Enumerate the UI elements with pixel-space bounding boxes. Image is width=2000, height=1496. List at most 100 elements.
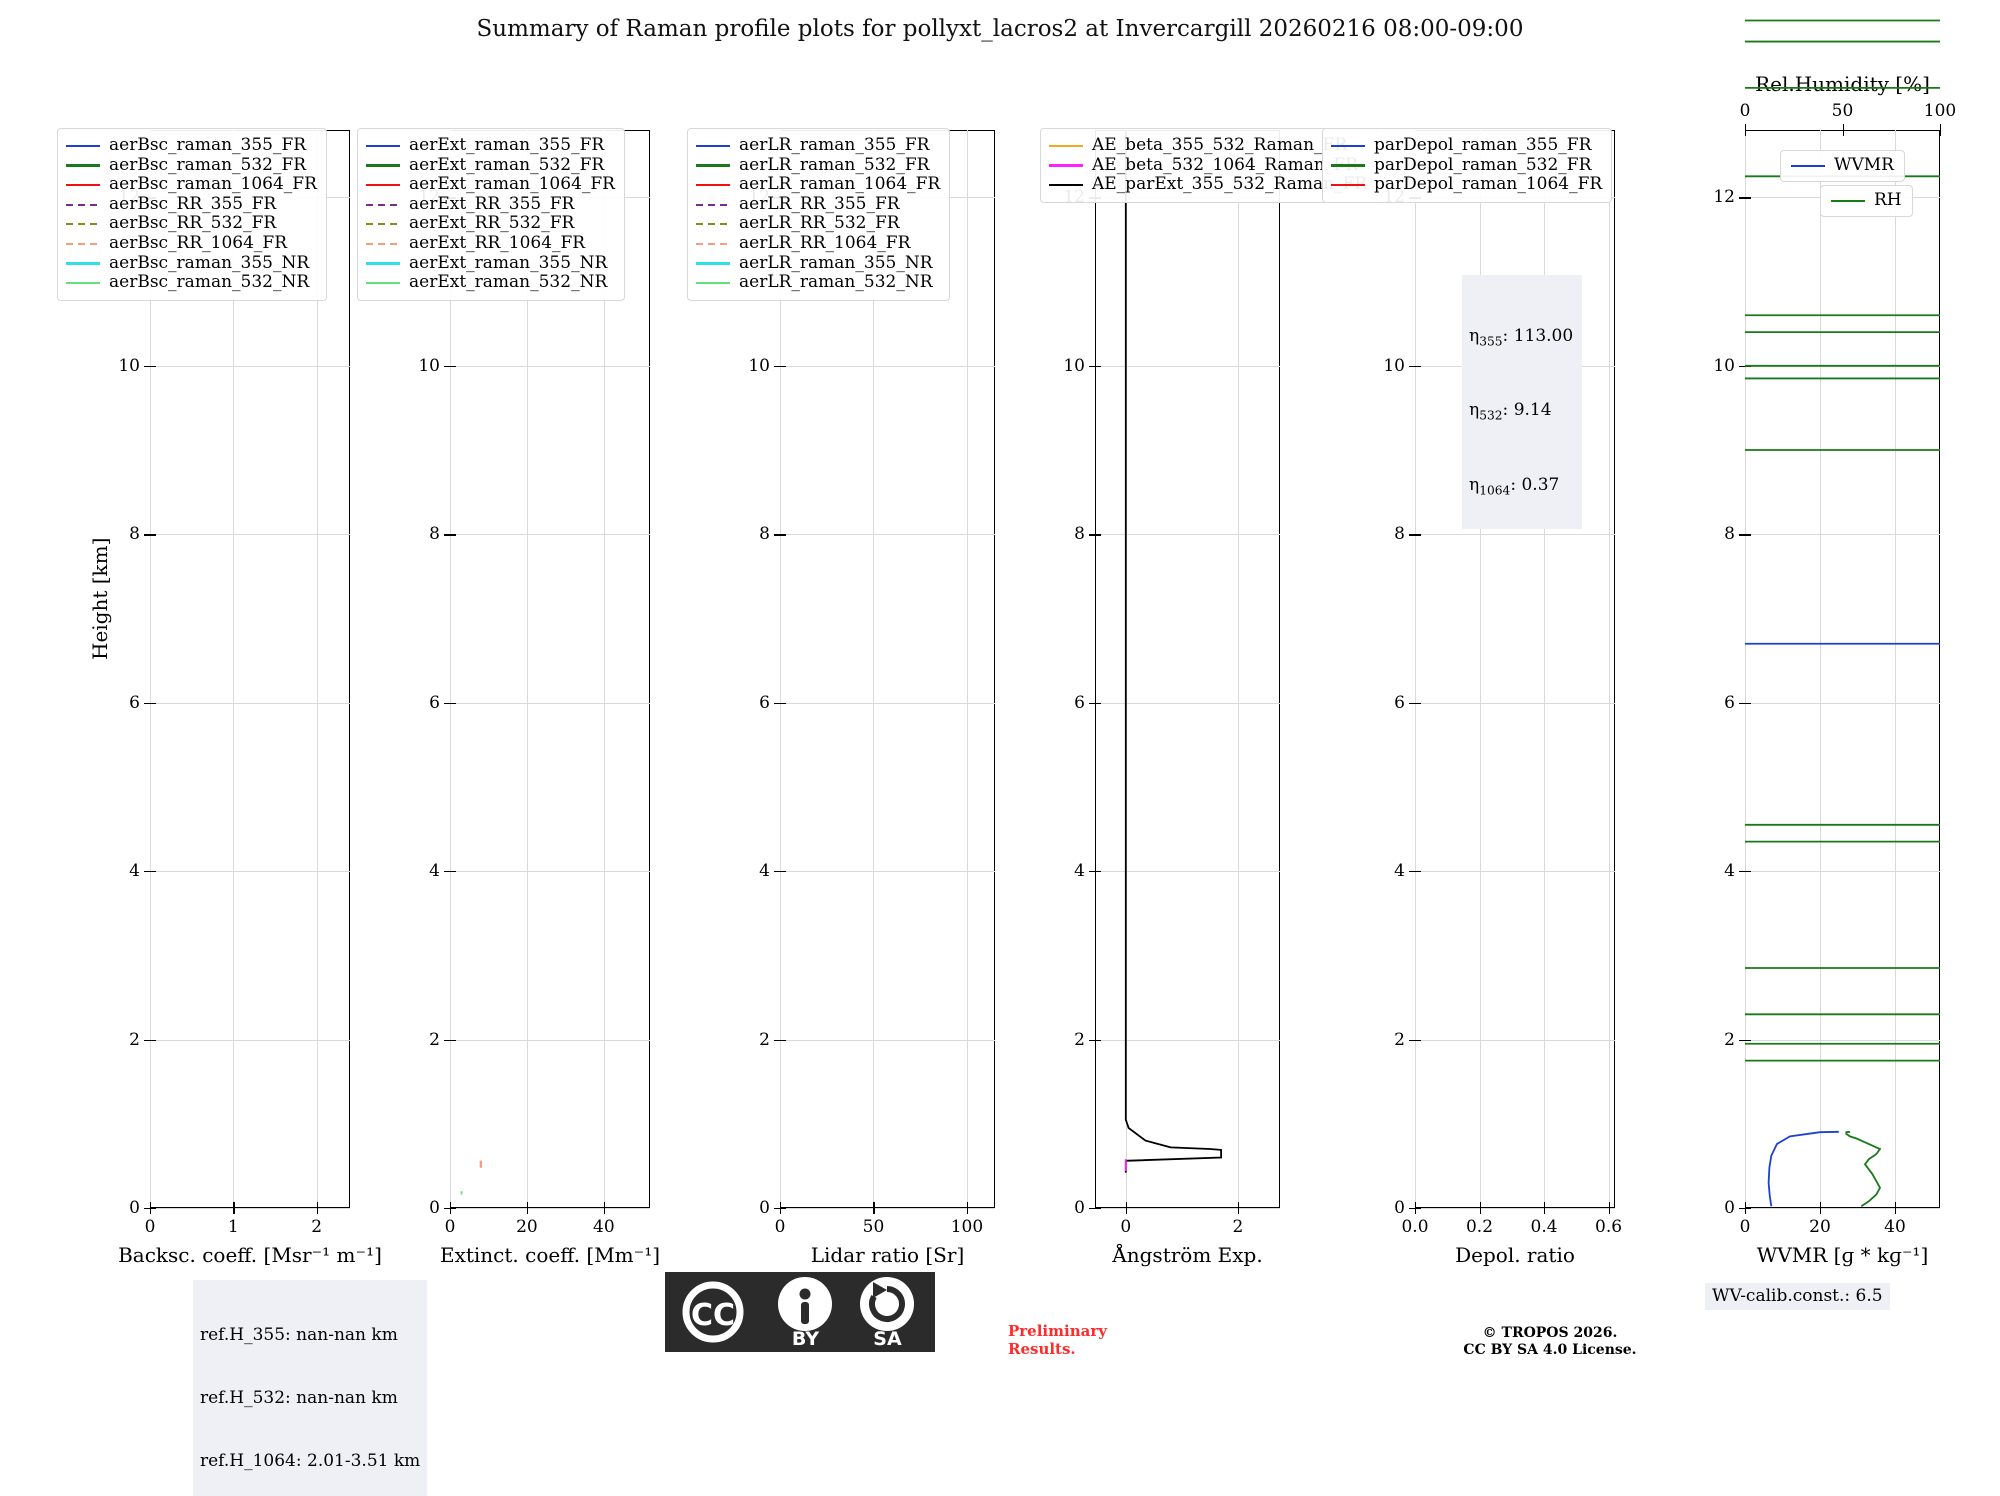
legend-rh[interactable]: RH [1820, 185, 1913, 217]
y-tick-label: 10 [1383, 355, 1405, 376]
legend-item[interactable]: aerLR_RR_355_FR [696, 194, 940, 215]
page-title: Summary of Raman profile plots for polly… [476, 16, 1524, 42]
legend-item[interactable]: aerBsc_RR_532_FR [66, 214, 317, 234]
legend-item-label: aerBsc_RR_1064_FR [109, 232, 288, 253]
y-tick [444, 871, 456, 873]
x-tick-label: 20 [1809, 1217, 1831, 1237]
legend-backsc[interactable]: aerBsc_raman_355_FR aerBsc_raman_532_FR ae… [57, 128, 327, 301]
y-tick-label: 10 [418, 355, 440, 376]
y-tick [1409, 1208, 1421, 1210]
copyright-line1: © TROPOS 2026. [1482, 1325, 1618, 1341]
legend-item[interactable]: aerLR_raman_355_NR [696, 253, 940, 274]
y-tick-label: 4 [1724, 861, 1735, 882]
y-tick [1409, 534, 1421, 536]
legend-item-label: aerExt_raman_532_FR [409, 154, 605, 175]
cc-by-label: BY [791, 1328, 820, 1350]
x-tick-label: 0.2 [1465, 1217, 1494, 1237]
legend-item[interactable]: RH [1831, 190, 1902, 211]
legend-item[interactable]: AE_parExt_355_532_Raman_FR [1049, 175, 1367, 195]
legend-wvmr[interactable]: WVMR [1780, 150, 1905, 182]
legend-item[interactable]: aerBsc_raman_532_NR [66, 273, 317, 293]
legend-item[interactable]: aerExt_RR_355_FR [366, 193, 615, 215]
y-tick [1089, 1039, 1101, 1041]
legend-item[interactable]: aerLR_raman_1064_FR [696, 175, 940, 195]
y-tick [1739, 534, 1751, 536]
y-tick-label: 8 [429, 524, 440, 545]
gridline-horizontal [150, 1039, 350, 1041]
y-tick [1409, 365, 1421, 368]
legend-item[interactable]: parDepol_raman_1064_FR [1331, 175, 1602, 195]
legend-item[interactable]: parDepol_raman_355_FR [1331, 135, 1602, 156]
legend-item[interactable]: aerBsc_raman_355_NR [66, 253, 317, 274]
y-tick-label: 10 [118, 355, 140, 376]
gridline-horizontal [780, 1039, 995, 1041]
y-tick [1739, 1208, 1751, 1210]
legend-item-label: aerExt_raman_532_NR [409, 272, 608, 293]
y-tick-label: 4 [1394, 861, 1405, 882]
y-tick [774, 871, 786, 873]
legend-item[interactable]: aerBsc_raman_532_FR [66, 155, 317, 176]
gridline-horizontal [1745, 702, 1940, 704]
legend-item-label: aerExt_RR_355_FR [409, 193, 575, 214]
legend-item-label: parDepol_raman_532_FR [1374, 154, 1592, 175]
legend-item[interactable]: aerLR_RR_1064_FR [696, 233, 940, 254]
y-tick [1739, 1039, 1751, 1041]
legend-item[interactable]: aerExt_raman_355_FR [366, 135, 615, 156]
y-tick-label: 0 [1074, 1198, 1085, 1218]
legend-depol[interactable]: parDepol_raman_355_FR parDepol_raman_532_… [1322, 128, 1613, 203]
legend-item[interactable]: WVMR [1791, 155, 1894, 176]
legend-item[interactable]: aerLR_RR_532_FR [696, 214, 940, 234]
y-tick-label: 0 [129, 1198, 140, 1218]
legend-item[interactable]: parDepol_raman_532_FR [1331, 154, 1602, 176]
y-tick [444, 702, 456, 704]
x-tick-label: 0.4 [1530, 1217, 1558, 1237]
legend-item[interactable]: aerExt_raman_532_NR [366, 273, 615, 293]
legend-item[interactable]: aerExt_raman_532_FR [366, 154, 615, 176]
y-tick-label: 6 [1724, 692, 1735, 713]
x-tick [1608, 1202, 1610, 1214]
x-tick [966, 1202, 969, 1214]
gridline-horizontal [1745, 1208, 1940, 1209]
x-tick-label: 50 [862, 1217, 885, 1237]
gridline-vertical [526, 130, 528, 1208]
y-tick [774, 702, 786, 704]
x-axis-label-lidarratio: Lidar ratio [Sr] [810, 1243, 965, 1267]
axes-frame-extinct [450, 130, 650, 1208]
refh-1064: ref.H_1064: 2.01-3.51 km [200, 1451, 421, 1471]
legend-item-label: parDepol_raman_1064_FR [1374, 174, 1603, 195]
legend-item[interactable]: aerBsc_RR_355_FR [66, 194, 317, 215]
y-tick-label: 4 [1074, 861, 1085, 882]
x-tick-label: 0 [1739, 1217, 1751, 1237]
top-x-tick-label: 0 [1739, 101, 1751, 121]
y-tick [144, 702, 156, 704]
legend-lidarratio[interactable]: aerLR_raman_355_FR aerLR_raman_532_FR aerL… [687, 128, 951, 301]
x-tick [603, 1202, 606, 1214]
legend-item[interactable]: aerExt_raman_355_NR [366, 253, 615, 274]
legend-item[interactable]: aerLR_raman_532_NR [696, 273, 940, 293]
legend-item[interactable]: aerLR_raman_532_FR [696, 155, 940, 176]
copyright-line2: CC BY SA 4.0 License. [1463, 1342, 1637, 1358]
y-tick [444, 534, 456, 536]
gridline-horizontal [150, 702, 350, 704]
legend-item[interactable]: AE_beta_355_532_Raman_FR [1049, 135, 1367, 156]
legend-item[interactable]: aerBsc_raman_355_FR [66, 135, 317, 156]
legend-item[interactable]: aerBsc_raman_1064_FR [66, 175, 317, 195]
eta-532-sub: 532 [1479, 408, 1503, 423]
legend-item[interactable]: aerExt_RR_1064_FR [366, 233, 615, 254]
y-tick [1409, 702, 1421, 704]
legend-item[interactable]: aerExt_raman_1064_FR [366, 175, 615, 195]
eta-355-value: 113.00 [1513, 326, 1574, 346]
legend-item[interactable]: aerBsc_RR_1064_FR [66, 232, 317, 254]
y-tick [444, 1208, 456, 1210]
legend-item[interactable]: aerLR_raman_355_FR [696, 135, 940, 156]
gridline-horizontal [1745, 365, 1940, 367]
gridline-horizontal [780, 871, 995, 873]
axes-frame-lidarratio [780, 130, 995, 1208]
y-tick-label: 0 [1394, 1198, 1405, 1218]
legend-extinct[interactable]: aerExt_raman_355_FR aerExt_raman_532_FR ae… [357, 128, 625, 301]
x-tick-label: 20 [516, 1217, 538, 1237]
y-tick [1409, 1039, 1421, 1041]
legend-item[interactable]: AE_beta_532_1064_Raman_FR [1049, 155, 1367, 176]
legend-item[interactable]: aerExt_RR_532_FR [366, 214, 615, 234]
x-axis-label-extinct: Extinct. coeff. [Mm⁻¹] [439, 1243, 661, 1267]
